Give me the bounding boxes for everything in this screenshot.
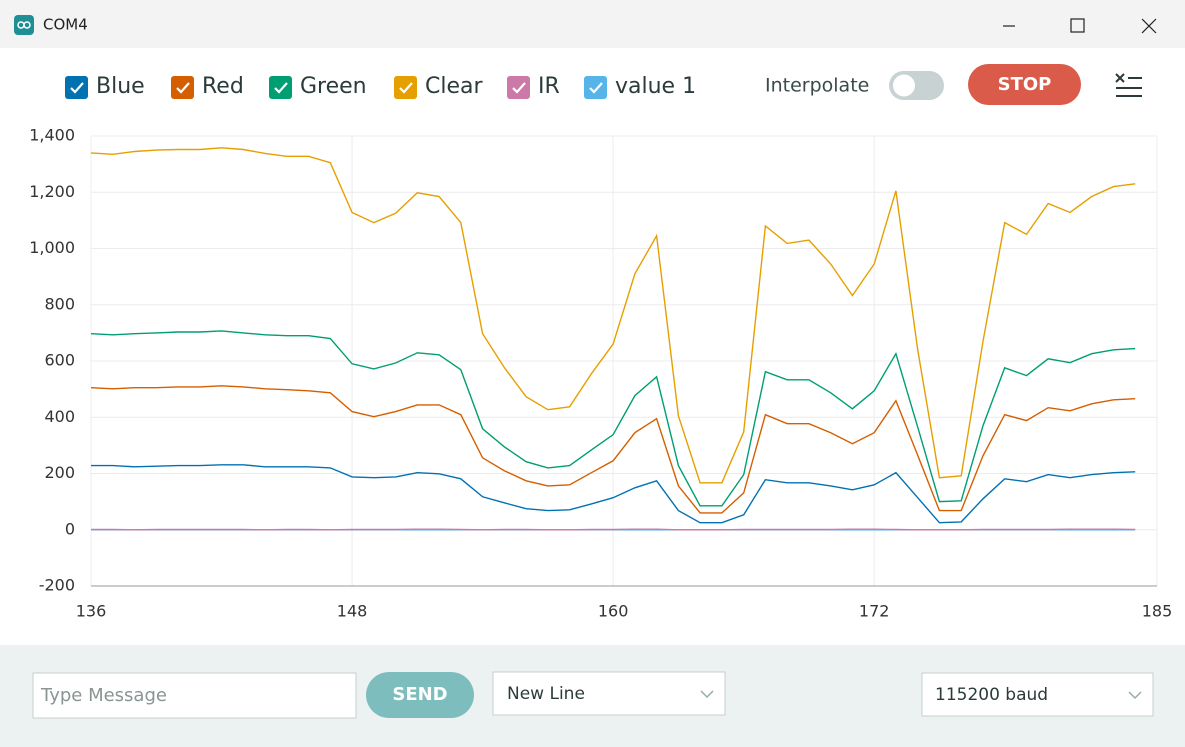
legend-checkbox[interactable] — [269, 76, 292, 99]
y-tick-label: 0 — [65, 519, 75, 538]
legend-label: Clear — [425, 74, 483, 99]
stop-button[interactable] — [968, 64, 1081, 105]
series-line — [90, 330, 1136, 507]
y-tick-label: 800 — [44, 294, 75, 313]
close-button[interactable] — [1141, 18, 1157, 34]
x-tick-label: 160 — [598, 602, 629, 621]
legend-checkbox[interactable] — [171, 76, 194, 99]
checkmark — [399, 82, 413, 94]
y-tick-label: 400 — [44, 407, 75, 426]
message-input[interactable] — [32, 672, 357, 719]
line-ending-value: New Line — [507, 684, 585, 704]
clear-button[interactable] — [1115, 73, 1142, 97]
y-tick-label: 1,400 — [29, 126, 75, 145]
checkmark — [274, 82, 288, 94]
legend-checkbox[interactable] — [584, 76, 607, 99]
x-tick-label: 136 — [76, 602, 107, 621]
send-button[interactable] — [366, 672, 474, 718]
dropdown-arrow — [1128, 691, 1142, 700]
send-label: SEND — [392, 684, 447, 705]
legend-label: Green — [300, 74, 367, 99]
legend-checkbox[interactable] — [65, 76, 88, 99]
checkmark — [589, 82, 603, 94]
baud-select[interactable] — [921, 672, 1154, 717]
series-line — [90, 385, 1136, 514]
maximize-button[interactable] — [1070, 18, 1085, 33]
stop-label: STOP — [998, 74, 1052, 95]
title-bar — [0, 0, 1185, 48]
x-tick-label: 148 — [337, 602, 368, 621]
legend-label: value 1 — [615, 74, 696, 99]
app-icon-glyph — [17, 21, 31, 29]
baud-value: 115200 baud — [935, 685, 1048, 705]
legend-label: Blue — [96, 74, 145, 99]
checkmark — [176, 82, 190, 94]
legend-label: Red — [202, 74, 244, 99]
line-ending-select[interactable] — [492, 671, 726, 716]
checkmark — [512, 82, 526, 94]
y-tick-label: 200 — [44, 463, 75, 482]
legend-checkbox[interactable] — [507, 76, 530, 99]
dropdown-arrow — [700, 690, 714, 699]
y-tick-label: 1,200 — [29, 182, 75, 201]
x-tick-label: 185 — [1142, 602, 1173, 621]
interpolate-label: Interpolate — [765, 75, 869, 97]
series-line — [91, 528, 1136, 531]
y-tick-label: 1,000 — [29, 238, 75, 257]
window-title: COM4 — [43, 16, 88, 34]
y-tick-label: 600 — [44, 351, 75, 370]
series-line — [90, 147, 1136, 484]
series-line — [91, 464, 1136, 524]
legend-label: IR — [538, 74, 560, 99]
x-tick-label: 172 — [859, 602, 890, 621]
y-tick-label: -200 — [39, 576, 75, 595]
toggle-knob — [893, 74, 915, 97]
legend-checkbox[interactable] — [394, 76, 417, 99]
message-placeholder: Type Message — [40, 685, 167, 706]
checkmark — [70, 82, 84, 94]
